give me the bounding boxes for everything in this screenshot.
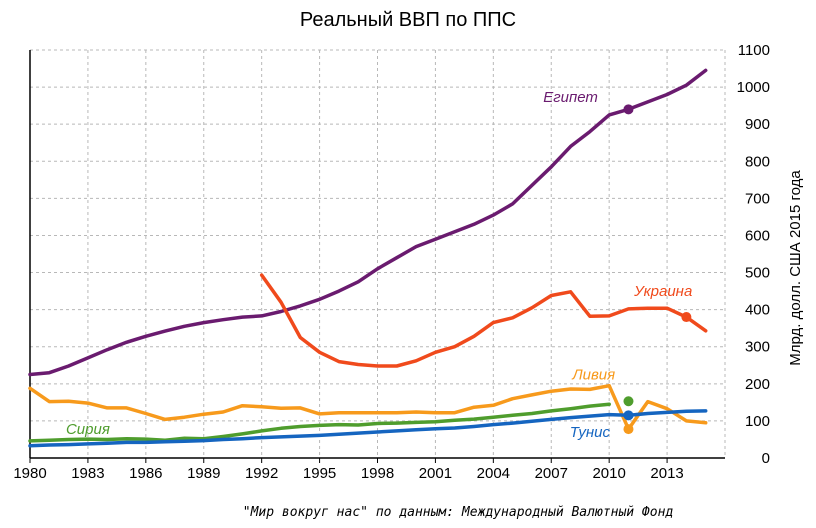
y-tick-label: 200: [745, 376, 770, 393]
series-marker: [623, 104, 634, 115]
x-tick-label: 1995: [303, 465, 336, 482]
y-tick-label: 1100: [738, 42, 770, 59]
series-marker: [681, 312, 692, 323]
series-line: [28, 383, 708, 431]
y-tick-label: 400: [745, 302, 770, 319]
x-tick-label: 1983: [71, 465, 104, 482]
series-line: [28, 402, 611, 443]
axes: 1980 1983 1986 1989 1992 1995 1998 2001 2004 2007…: [13, 42, 770, 482]
x-tick-label: 2007: [535, 465, 568, 482]
grid: [29, 49, 726, 458]
series-marker: [623, 424, 634, 435]
series-label: Украина: [633, 283, 692, 300]
y-tick-label: 500: [745, 265, 770, 282]
y-tick-label: 0: [762, 450, 770, 467]
series-label: Сирия: [66, 421, 110, 438]
series-markers: [623, 104, 692, 435]
x-tick-label: 2004: [477, 465, 510, 482]
series-lines: [28, 68, 708, 448]
y-tick-label: 700: [745, 190, 770, 207]
chart-title: Реальный ВВП по ППС: [300, 9, 516, 31]
series-label: Египет: [543, 89, 598, 106]
x-tick-label: 1992: [245, 465, 278, 482]
y-tick-label: 900: [745, 116, 770, 133]
y-axis-label: Млрд. долл. США 2015 года: [787, 170, 804, 366]
x-tick-label: 2013: [650, 465, 683, 482]
x-tick-label: 1989: [187, 465, 220, 482]
series-label: Тунис: [570, 424, 611, 441]
x-tick-label: 1986: [129, 465, 162, 482]
series-line: [28, 68, 708, 377]
series-marker: [623, 410, 634, 421]
y-tick-label: 600: [745, 227, 770, 244]
y-tick-label: 100: [745, 413, 770, 430]
x-tick-label: 1998: [361, 465, 394, 482]
y-tick-label: 1000: [737, 79, 770, 96]
series-line: [259, 273, 708, 368]
y-tick-label: 300: [745, 339, 770, 356]
source-note: "Мир вокруг нас" по данным: Международны…: [243, 505, 674, 520]
series-line: [28, 409, 708, 448]
series-labels: Египет Украина Ливия Сирия Тунис: [66, 89, 692, 441]
x-tick-label: 2010: [592, 465, 625, 482]
x-tick-label: 2001: [419, 465, 452, 482]
x-tick-label: 1980: [13, 465, 46, 482]
y-tick-label: 800: [745, 153, 770, 170]
series-marker: [623, 396, 634, 407]
series-label: Ливия: [571, 366, 615, 383]
